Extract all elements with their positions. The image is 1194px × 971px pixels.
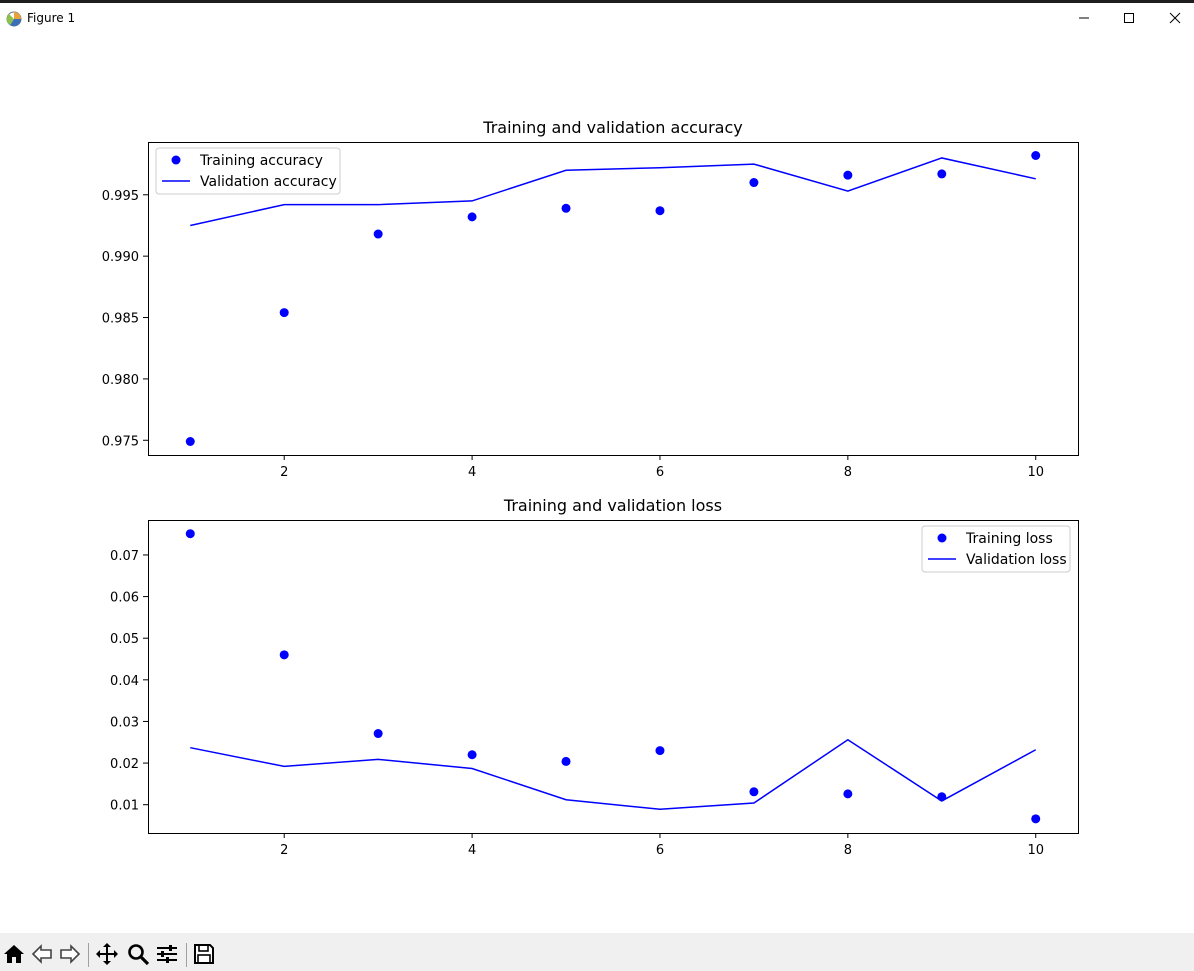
chart1-ytick-label: 0.980 (102, 373, 139, 388)
chart2-training-point (843, 789, 853, 799)
app-icon (6, 11, 22, 27)
chart2-xtick-label: 2 (280, 843, 288, 858)
chart1-ytick-label: 0.990 (102, 250, 139, 265)
figure-svg: Training and validation accuracy 2 4 6 8 10 0.… (102, 118, 1079, 858)
chart2-ytick-label: 0.03 (110, 715, 139, 730)
chart1-training-point (937, 169, 947, 179)
window-title: Figure 1 (27, 11, 76, 25)
chart2-title: Training and validation loss (503, 496, 722, 515)
minimize-icon (1079, 17, 1089, 19)
chart1-ytick-label: 0.995 (102, 189, 139, 204)
minimize-button[interactable] (1061, 3, 1107, 33)
chart2-xtick-label: 8 (844, 843, 852, 858)
configure-subplots-icon (157, 945, 177, 963)
chart2-training-point (655, 746, 665, 756)
chart2-legend-label: Training loss (965, 531, 1053, 547)
zoom-button[interactable] (125, 941, 151, 967)
chart1-ytick-label: 0.985 (102, 312, 139, 327)
chart2-legend-box (921, 525, 1071, 573)
chart1-training-point (655, 206, 665, 216)
chart2-training-point (561, 756, 571, 766)
close-button[interactable] (1152, 3, 1194, 33)
save-icon (194, 944, 214, 964)
chart1-training-point (1031, 151, 1041, 161)
chart2-axes-frame (148, 520, 1079, 834)
chart2-ytick-label: 0.07 (110, 549, 139, 564)
chart1-legend-point-marker (171, 155, 181, 165)
chart2-ytick-label: 0.01 (110, 799, 139, 814)
back-arrow-icon (31, 944, 52, 964)
chart1-training-point (185, 436, 195, 446)
maximize-icon (1124, 13, 1134, 23)
chart2-training-point (467, 750, 477, 760)
chart1-legend-label: Validation accuracy (200, 174, 337, 190)
chart1-legend-label: Training accuracy (199, 153, 323, 169)
chart1-ytick-label: 0.975 (102, 434, 139, 449)
chart1-title: Training and validation accuracy (482, 118, 742, 137)
chart1-xtick-label: 10 (1027, 465, 1044, 480)
chart2-ytick-label: 0.05 (110, 632, 139, 647)
chart1-xtick-label: 8 (844, 465, 852, 480)
chart2-ytick-label: 0.02 (110, 757, 139, 772)
chart2-training-point (279, 650, 289, 660)
pan-button[interactable] (94, 941, 120, 967)
figure-canvas[interactable]: Training and validation accuracy 2 4 6 8 10 0.… (0, 33, 1194, 933)
toolbar-separator (186, 943, 187, 967)
save-button[interactable] (191, 941, 217, 967)
zoom-icon (128, 944, 150, 966)
toolbar-separator (88, 943, 89, 967)
chart2-validation-line (190, 738, 1037, 811)
chart1-training-point (467, 212, 477, 222)
chart2-xtick-label: 10 (1027, 843, 1044, 858)
home-icon (4, 945, 24, 963)
pan-icon (96, 943, 118, 965)
forward-arrow-icon (60, 944, 81, 964)
chart1-training-point (749, 178, 759, 188)
chart1-legend-box (155, 147, 341, 195)
chart1-xtick-label: 4 (468, 465, 476, 480)
maximize-button[interactable] (1106, 3, 1152, 33)
chart1-training-point (843, 170, 853, 180)
navigation-toolbar (0, 933, 1194, 971)
chart2-xtick-label: 4 (468, 843, 476, 858)
chart1-xtick-label: 6 (656, 465, 664, 480)
chart1-xtick-label: 2 (280, 465, 288, 480)
home-button[interactable] (1, 941, 27, 967)
chart1-training-point (561, 203, 571, 213)
chart2-training-point (373, 729, 383, 739)
chart2-training-point (749, 787, 759, 797)
close-icon (1169, 12, 1181, 24)
chart1-training-point (373, 229, 383, 239)
back-button[interactable] (29, 941, 55, 967)
chart2-ytick-label: 0.04 (110, 674, 139, 689)
chart2-ytick-label: 0.06 (110, 591, 139, 606)
chart2-legend-label: Validation loss (966, 552, 1067, 568)
chart1-validation-line (190, 157, 1036, 227)
forward-button[interactable] (57, 941, 83, 967)
chart2-training-point (1031, 814, 1041, 824)
chart2-xtick-label: 6 (656, 843, 664, 858)
taskbar-strip (0, 0, 1194, 3)
chart1-axes-frame (148, 142, 1079, 456)
chart1-training-point (279, 308, 289, 318)
chart2-training-point (185, 529, 195, 539)
chart2-legend-point-marker (937, 533, 947, 543)
configure-subplots-button[interactable] (154, 941, 180, 967)
window-titlebar[interactable]: Figure 1 (0, 3, 1194, 33)
